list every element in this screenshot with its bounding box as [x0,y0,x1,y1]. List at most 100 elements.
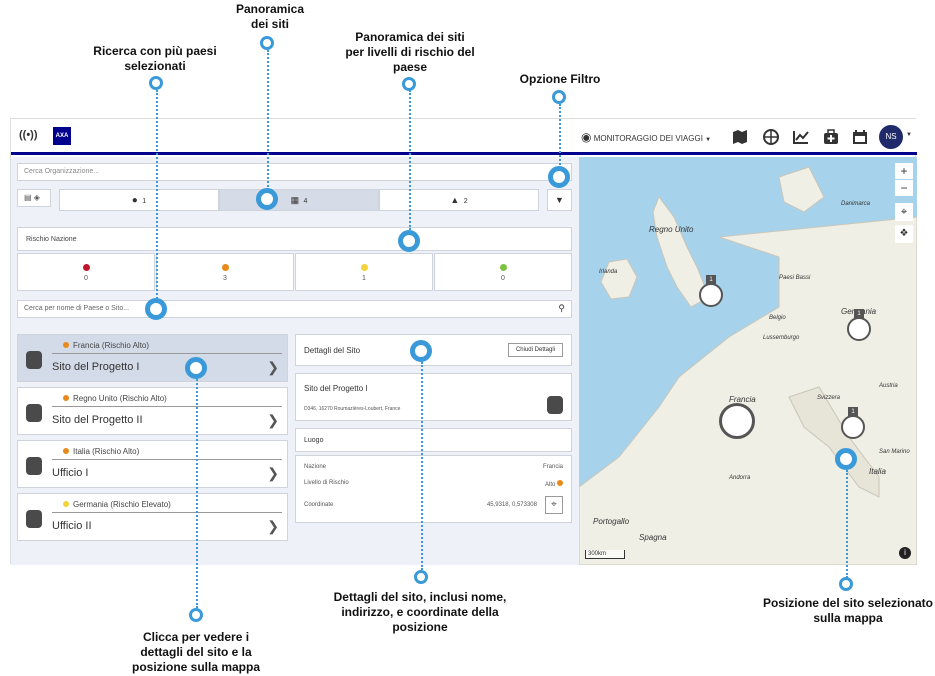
annotation-sites-overview: Panoramica dei siti [235,2,305,31]
coords-value: 45,9318, 0,573308 [486,502,537,508]
nation-label: Nazione [304,464,327,470]
cluster-count-uk: 1 [706,275,716,285]
callout-dot-sites-by-risk [398,230,420,252]
annotation-filter-option: Opzione Filtro [519,72,601,86]
building-icon [26,404,42,422]
people-count-tab[interactable]: ● 1 [59,189,219,211]
map-label: San Marino [879,449,910,455]
risk-dot [221,264,229,271]
building-icon [26,510,42,528]
filter-button[interactable]: ▼ [547,189,572,211]
broadcast-icon[interactable]: ((•)) [19,129,38,141]
calendar-icon[interactable] [851,128,869,146]
chevron-right-icon: ❯ [267,359,279,375]
map-label: Italia [869,467,886,476]
site-marker-uk[interactable] [699,283,723,307]
caret-icon: ▼ [705,137,712,143]
zoom-out-button[interactable]: − [895,180,913,196]
site-name: Sito del Progetto II [52,414,143,426]
callout-dot-click-details [185,357,207,379]
view-toggle[interactable]: ▤ ◈ [17,189,51,207]
close-details-button[interactable]: Chiudi Dettagli [507,343,563,357]
risk-level-dot [557,480,563,486]
chevron-right-icon: ❯ [267,412,279,428]
callout-dot-selected-position [835,448,857,470]
building-icon [26,457,42,475]
leader-filter [559,104,561,172]
site-info-name: Sito del Progetto I [304,384,368,393]
nation-row: Nazione Francia [304,464,563,470]
cluster-count-germany: 1 [854,309,864,319]
info-icon[interactable]: i [899,547,911,559]
locate-me-button[interactable]: ⌖ [895,203,913,221]
risk-count: 0 [501,275,505,282]
leader-sites-overview [267,50,269,190]
site-marker-italy[interactable] [841,415,865,439]
site-search-input[interactable]: Cerca per nome di Paese o Sito... ⚲ [17,300,572,318]
map-icon[interactable] [731,128,749,146]
callout-dot-filter-top [552,90,566,104]
country-risk-title: Rischio Nazione [26,236,77,243]
risk-dot [63,395,69,401]
sites-count-tab[interactable]: ▦ 4 [219,189,379,211]
map-label: Lussemburgo [763,335,800,341]
map-label: Portogallo [593,517,630,526]
site-country: Germania (Rischio Elevato) [63,500,171,509]
risk-level-box[interactable]: 1 [295,253,433,291]
site-list-item[interactable]: Francia (Rischio Alto) Sito del Progetto… [17,334,288,382]
risk-dot [63,448,69,454]
site-name: Sito del Progetto I [52,361,140,373]
site-marker-germany[interactable] [847,317,871,341]
app-window: ((•)) AXA ◉ MONITORAGGIO DEI VIAGGI ▼ NS… [10,118,917,565]
annotation-sites-by-risk: Panoramica dei siti per livelli di risch… [345,30,475,74]
avatar-caret-icon[interactable]: ▼ [906,132,912,138]
risk-level-box[interactable]: 0 [434,253,572,291]
leader-multi-country [156,90,158,306]
cluster-count-italy: 1 [848,407,858,417]
site-list-item[interactable]: Germania (Rischio Elevato) Ufficio II ❯ [17,493,288,541]
map-view[interactable]: Regno Unito Irlanda Danimarca Paesi Bassi Be… [579,157,917,565]
site-info-building-icon [547,396,563,414]
risk-level-box[interactable]: 3 [156,253,294,291]
leader-site-details [421,362,423,570]
site-list-item[interactable]: Regno Unito (Rischio Alto) Sito del Prog… [17,387,288,435]
building-icon [26,351,42,369]
site-marker-france[interactable] [719,403,755,439]
alerts-count: 2 [463,198,468,205]
globe-icon[interactable] [762,128,780,146]
nation-value: Francia [542,464,563,470]
details-title: Dettagli del Sito [304,346,361,355]
callout-dot-sites-by-risk-top [402,77,416,91]
risk-level-box[interactable]: 0 [17,253,155,291]
risk-dot [360,264,368,271]
monitor-label: MONITORAGGIO DEI VIAGGI [593,134,703,143]
alerts-count-tab[interactable]: ▲ 2 [379,189,539,211]
monitor-dropdown[interactable]: ◉ MONITORAGGIO DEI VIAGGI ▼ [581,130,711,144]
divider [52,406,282,407]
medical-kit-icon[interactable] [822,128,840,146]
trend-chart-icon[interactable] [792,128,810,146]
left-panel: Cerca Organizzazione... ▤ ◈ ● 1 ▦ 4 ▲ 2 … [11,157,579,565]
country-risk-header: Rischio Nazione [17,227,572,251]
map-land [579,166,917,565]
divider [52,512,282,513]
site-name: Ufficio II [52,520,92,532]
risk-dot [63,342,69,348]
locate-target-icon[interactable]: ⌖ [545,496,563,514]
org-search-input[interactable]: Cerca Organizzazione... [17,163,572,181]
site-country-label: Germania (Rischio Elevato) [73,500,171,509]
list-map-icon: ▤ ◈ [24,193,40,202]
zoom-in-button[interactable]: + [895,163,913,179]
callout-dot-site-details-bottom [414,570,428,584]
annotation-selected-position: Posizione del sito selezionato sulla map… [762,596,934,625]
callout-dot-sites-overview-top [260,36,274,50]
person-icon: ● [131,195,138,206]
avatar[interactable]: NS [879,125,903,149]
site-country-label: Regno Unito (Rischio Alto) [73,394,167,403]
coords-label: Coordinate [304,502,334,508]
building-icon: ▦ [290,195,300,205]
risk-count: 1 [362,275,366,282]
site-list-item[interactable]: Italia (Rischio Alto) Ufficio I ❯ [17,440,288,488]
layers-button[interactable]: ❖ [895,225,913,243]
site-search-placeholder: Cerca per nome di Paese o Sito... [24,305,130,312]
